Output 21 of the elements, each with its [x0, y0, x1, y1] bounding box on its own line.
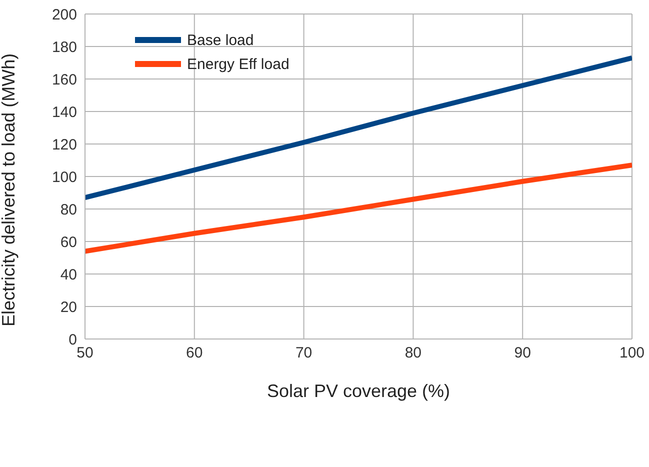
legend-label: Energy Eff load	[187, 56, 290, 72]
x-tick-label: 80	[404, 344, 422, 362]
y-axis-title: Electricity delivered to load (MWh)	[0, 53, 18, 326]
x-tick-label: 60	[186, 344, 203, 362]
y-tick-label: 180	[52, 38, 77, 56]
y-tick-label: 160	[52, 71, 77, 88]
y-tick-label: 140	[52, 104, 77, 121]
x-tick-label: 50	[76, 344, 94, 362]
x-tick-label: 100	[619, 344, 645, 362]
y-tick-label: 20	[60, 298, 77, 316]
x-tick-label: 90	[514, 344, 531, 362]
x-tick-label: 70	[295, 344, 312, 362]
y-tick-label: 100	[52, 168, 77, 186]
y-tick-label: 60	[60, 234, 77, 251]
y-tick-label: 0	[68, 331, 77, 348]
y-tick-label: 200	[52, 6, 77, 24]
y-tick-label: 120	[52, 136, 77, 154]
legend-label: Base load	[187, 32, 254, 48]
x-axis-title: Solar PV coverage (%)	[266, 381, 450, 401]
y-tick-label: 40	[60, 266, 77, 284]
y-tick-label: 80	[60, 201, 77, 218]
